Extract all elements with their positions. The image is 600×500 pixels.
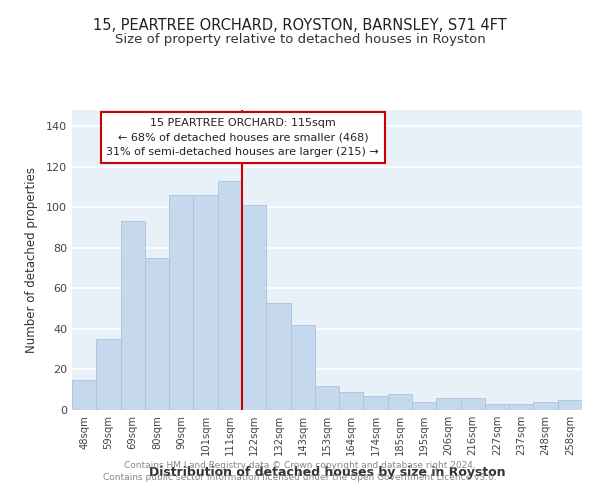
Bar	[145, 258, 169, 410]
Bar	[436, 398, 461, 410]
Y-axis label: Number of detached properties: Number of detached properties	[25, 167, 38, 353]
Bar	[266, 302, 290, 410]
Text: 15 PEARTREE ORCHARD: 115sqm
← 68% of detached houses are smaller (468)
31% of se: 15 PEARTREE ORCHARD: 115sqm ← 68% of det…	[106, 118, 379, 157]
Text: Size of property relative to detached houses in Royston: Size of property relative to detached ho…	[115, 32, 485, 46]
Bar	[315, 386, 339, 410]
Bar	[96, 339, 121, 410]
Bar	[290, 325, 315, 410]
Bar	[193, 195, 218, 410]
Bar	[388, 394, 412, 410]
Bar	[364, 396, 388, 410]
Bar	[218, 181, 242, 410]
Bar	[412, 402, 436, 410]
X-axis label: Distribution of detached houses by size in Royston: Distribution of detached houses by size …	[149, 466, 505, 479]
Text: 15, PEARTREE ORCHARD, ROYSTON, BARNSLEY, S71 4FT: 15, PEARTREE ORCHARD, ROYSTON, BARNSLEY,…	[93, 18, 507, 32]
Bar	[169, 195, 193, 410]
Bar	[485, 404, 509, 410]
Bar	[509, 404, 533, 410]
Bar	[558, 400, 582, 410]
Bar	[461, 398, 485, 410]
Text: Contains HM Land Registry data © Crown copyright and database right 2024.
Contai: Contains HM Land Registry data © Crown c…	[103, 461, 497, 482]
Bar	[533, 402, 558, 410]
Bar	[72, 380, 96, 410]
Bar	[339, 392, 364, 410]
Bar	[121, 222, 145, 410]
Bar	[242, 206, 266, 410]
